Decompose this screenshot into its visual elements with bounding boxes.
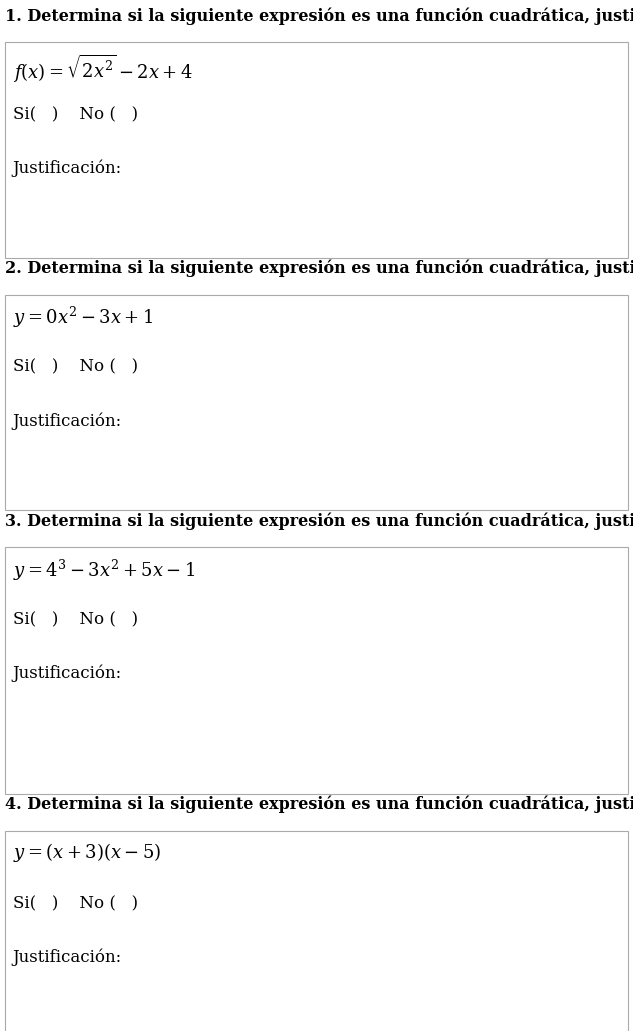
Text: 2. Determina si la siguiente expresión es una función cuadrática, justifica: 2. Determina si la siguiente expresión e…	[5, 260, 633, 277]
FancyBboxPatch shape	[5, 547, 628, 794]
Text: Si(   )    No (   ): Si( ) No ( )	[13, 106, 138, 123]
Text: 4. Determina si la siguiente expresión es una función cuadrática, justifica: 4. Determina si la siguiente expresión e…	[5, 796, 633, 813]
Text: $y = 4^3 - 3x^2 + 5x - 1$: $y = 4^3 - 3x^2 + 5x - 1$	[13, 558, 195, 583]
FancyBboxPatch shape	[5, 295, 628, 510]
Text: Si(   )    No (   ): Si( ) No ( )	[13, 895, 138, 911]
Text: $y = (x + 3)(x - 5)$: $y = (x + 3)(x - 5)$	[13, 841, 161, 864]
Text: Justificación:: Justificación:	[13, 412, 122, 430]
FancyBboxPatch shape	[5, 42, 628, 258]
Text: Si(   )    No (   ): Si( ) No ( )	[13, 359, 138, 375]
Text: Justificación:: Justificación:	[13, 160, 122, 177]
Text: Si(   )    No (   ): Si( ) No ( )	[13, 611, 138, 628]
Text: 1. Determina si la siguiente expresión es una función cuadrática, justifica: 1. Determina si la siguiente expresión e…	[5, 7, 633, 25]
Text: 3. Determina si la siguiente expresión es una función cuadrática, justifica: 3. Determina si la siguiente expresión e…	[5, 512, 633, 530]
Text: $y = 0x^2 - 3x + 1$: $y = 0x^2 - 3x + 1$	[13, 305, 153, 330]
Text: Justificación:: Justificación:	[13, 949, 122, 966]
Text: Justificación:: Justificación:	[13, 665, 122, 683]
FancyBboxPatch shape	[5, 831, 628, 1031]
Text: $f(x) = \sqrt{2x^2} - 2x + 4$: $f(x) = \sqrt{2x^2} - 2x + 4$	[13, 53, 192, 85]
